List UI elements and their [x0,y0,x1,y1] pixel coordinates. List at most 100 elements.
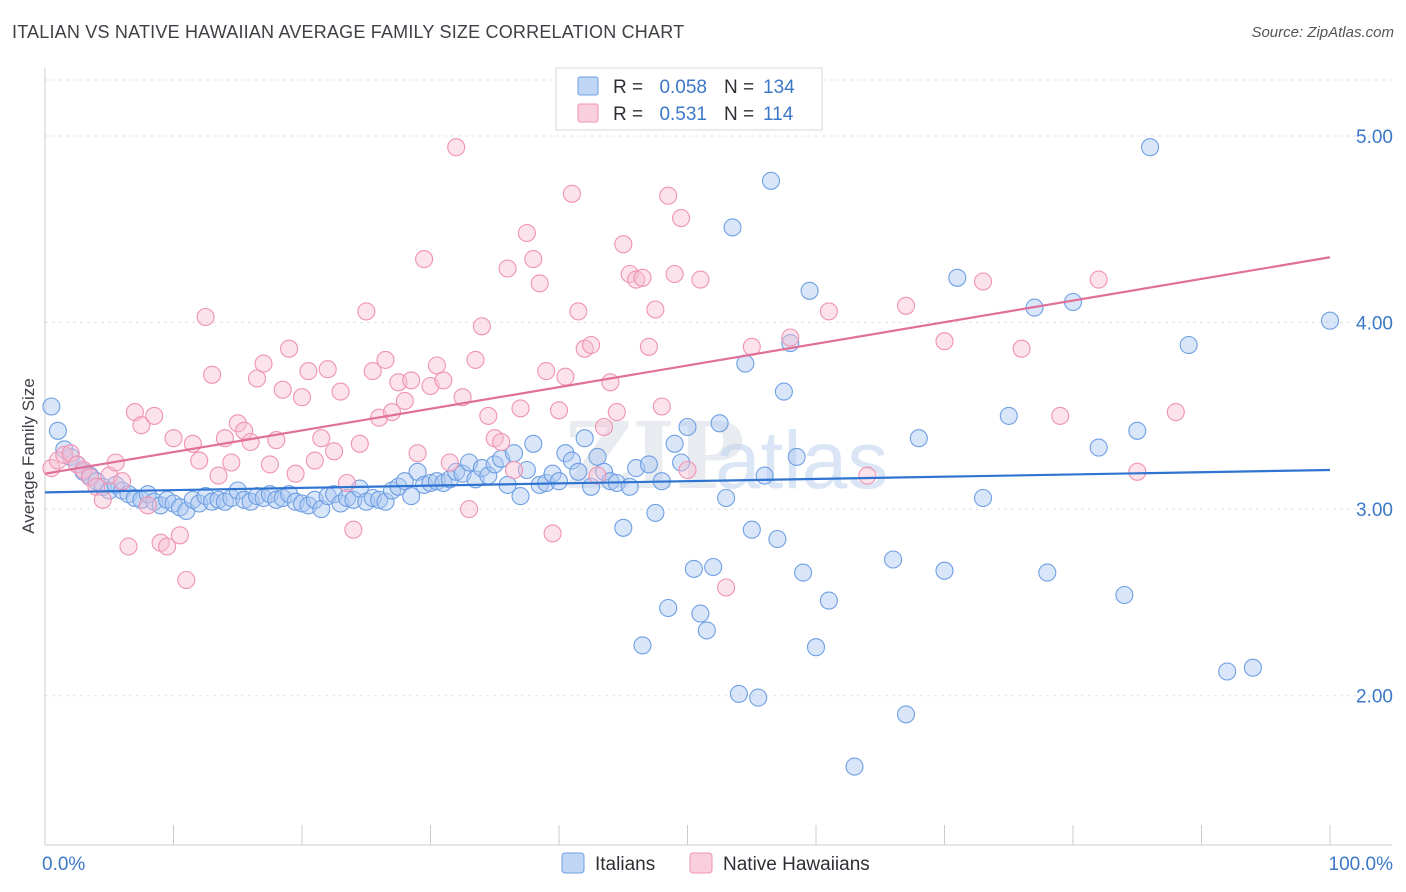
point-native-hawaiians-56 [402,371,421,390]
point-native-hawaiians-45 [331,382,350,401]
legend-r-value-1: 0.531 [659,104,707,125]
point-italians-138 [1243,658,1262,677]
point-native-hawaiians-108 [973,272,993,291]
legend-series-swatch-0 [561,852,585,874]
point-native-hawaiians-32 [247,369,267,388]
point-native-hawaiians-92 [633,268,652,287]
point-italians-101 [691,604,710,623]
point-italians-135 [1141,138,1160,157]
point-italians-127 [973,488,993,508]
y-tick-label-0: 2.00 [1356,687,1393,708]
legend-series-label-0: Italians [595,854,655,875]
point-italians-37 [280,485,299,504]
point-italians-59 [421,473,440,493]
point-native-hawaiians-106 [896,296,916,315]
point-italians-89 [614,518,633,537]
legend-n-label-1: N = [724,104,754,125]
point-italians-136 [1179,335,1198,355]
y-tick-label-3: 5.00 [1356,127,1393,148]
y-tick-label-2: 4.00 [1356,314,1393,335]
point-italians-82 [569,462,588,481]
point-native-hawaiians-2 [55,445,74,465]
point-native-hawaiians-94 [646,300,665,319]
x-tick-label-1: 100.0% [1329,854,1394,875]
point-native-hawaiians-20 [170,526,189,545]
point-native-hawaiians-73 [511,399,530,418]
point-italians-29 [228,481,247,500]
legend-n-label-0: N = [724,77,754,98]
point-italians-105 [717,488,736,508]
point-italians-134 [1128,421,1147,440]
point-native-hawaiians-25 [203,365,222,384]
point-native-hawaiians-14 [132,416,151,435]
point-native-hawaiians-28 [222,453,241,472]
point-italians-119 [806,638,826,657]
point-italians-81 [562,451,581,470]
point-native-hawaiians-81 [562,184,581,203]
point-native-hawaiians-19 [164,429,183,448]
point-native-hawaiians-37 [280,339,299,358]
point-italians-133 [1115,585,1134,605]
point-native-hawaiians-61 [434,371,453,390]
point-native-hawaiians-113 [1166,403,1185,422]
point-native-hawaiians-112 [1128,462,1147,481]
point-native-hawaiians-31 [241,432,260,452]
point-native-hawaiians-96 [659,186,678,205]
point-italians-85 [588,447,607,466]
point-italians-111 [755,466,774,485]
point-italians-121 [845,757,864,776]
axes [44,68,1392,846]
point-italians-46 [337,488,357,508]
legend-swatch-1 [577,103,599,123]
point-italians-126 [948,268,967,287]
point-native-hawaiians-57 [408,444,427,463]
gridlines [45,79,1392,697]
point-native-hawaiians-105 [858,466,877,485]
point-italians-78 [543,464,562,483]
point-native-hawaiians-86 [594,417,614,437]
point-native-hawaiians-64 [453,388,472,407]
point-native-hawaiians-95 [652,397,671,416]
point-native-hawaiians-91 [627,270,646,289]
watermark-atlas: atlas [715,415,888,506]
point-italians-63 [447,462,466,481]
point-italians-109 [742,520,761,539]
point-native-hawaiians-76 [530,274,549,293]
point-native-hawaiians-16 [145,406,164,425]
point-native-hawaiians-66 [466,350,485,369]
point-native-hawaiians-12 [119,537,138,556]
point-native-hawaiians-99 [678,460,697,480]
point-italians-51 [370,490,389,509]
point-italians-80 [556,444,575,463]
y-tick-labels: 2.00 3.00 4.00 5.00 [1356,127,1393,708]
point-native-hawaiians-65 [460,500,479,519]
point-native-hawaiians-93 [639,337,658,356]
point-native-hawaiians-98 [672,209,691,228]
point-native-hawaiians-85 [588,466,607,485]
point-native-hawaiians-109 [1012,339,1031,358]
y-axis-label: Average Family Size [19,378,38,534]
point-italians-52 [376,492,395,511]
point-native-hawaiians-88 [607,403,626,422]
legend-stats-box [555,67,823,131]
point-native-hawaiians-43 [318,360,337,379]
legend-series: Italians Native Hawaiians [561,852,870,875]
point-native-hawaiians-50 [363,362,382,381]
point-italians-98 [672,453,691,472]
point-native-hawaiians-6 [80,468,100,487]
point-italians-123 [896,705,916,724]
point-italians-132 [1089,438,1108,457]
x-tick-labels: 0.0% 100.0% [42,854,1393,875]
point-italians-124 [909,429,928,448]
point-native-hawaiians-39 [292,388,312,407]
legend-n-value-0: 134 [763,77,795,98]
point-native-hawaiians-60 [427,356,446,375]
legend-series-label-1: Native Hawaiians [723,854,870,875]
point-native-hawaiians-55 [395,391,414,410]
point-native-hawaiians-49 [357,302,376,321]
point-native-hawaiians-63 [447,138,466,157]
point-italians-110 [749,688,768,707]
legend-n-value-1: 114 [763,104,794,125]
x-tick-label-0: 0.0% [42,854,85,875]
trend-lines [44,256,1331,494]
